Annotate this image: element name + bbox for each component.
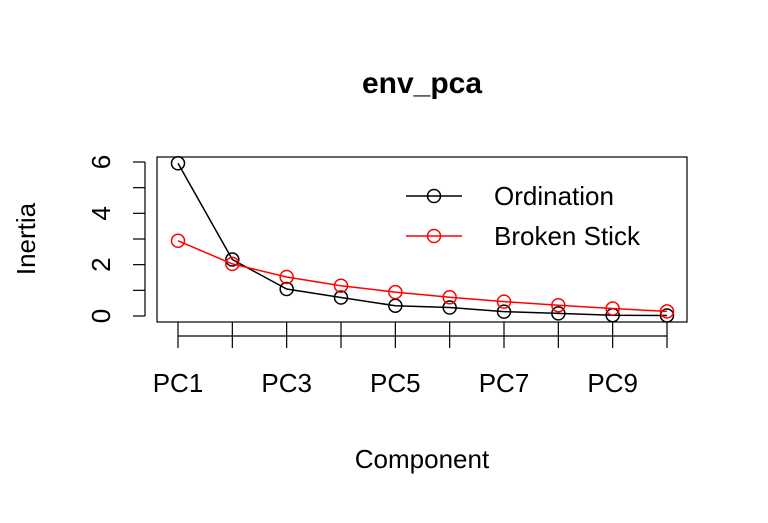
legend-label: Broken Stick [494,221,641,251]
y-tick-label: 6 [86,155,116,169]
chart-title: env_pca [362,67,482,100]
data-point [279,281,294,297]
data-point [442,290,457,305]
data-point [279,269,294,285]
series-line [177,240,668,313]
series-layer [170,156,675,323]
y-axis-label: Inertia [11,202,41,275]
series-broken-stick [170,233,675,319]
legend-marker [426,188,442,204]
data-point [659,304,675,319]
series-ordination [170,156,675,323]
data-point [442,300,457,315]
data-point [551,306,566,321]
x-tick-label: PC7 [479,368,530,398]
data-point [225,252,240,267]
data-point [333,278,349,293]
y-tick-label: 2 [86,257,116,271]
x-tick-label: PC5 [370,368,421,398]
data-point [333,290,349,305]
plot-box [156,156,688,323]
legend: Ordination Broken Stick [406,181,641,251]
data-point [225,256,240,272]
legend-marker [426,228,442,244]
data-point [605,301,620,316]
data-point [496,294,512,309]
data-point [170,233,186,249]
x-axis-label: Component [355,444,490,474]
y-axis: 0 2 4 6 [86,155,146,323]
x-tick-label: PC3 [261,368,312,398]
y-tick-label: 0 [86,309,116,323]
data-point [388,284,403,300]
data-point [659,308,675,323]
series-line [177,162,668,317]
legend-label: Ordination [494,181,614,211]
x-tick-label: PC1 [153,368,204,398]
data-point [170,156,186,171]
x-axis: PC1 PC3 PC5 PC7 PC9 [153,322,668,398]
data-point [496,304,512,319]
data-point [551,297,566,313]
y-tick-label: 4 [86,206,116,220]
x-tick-label: PC9 [587,368,638,398]
